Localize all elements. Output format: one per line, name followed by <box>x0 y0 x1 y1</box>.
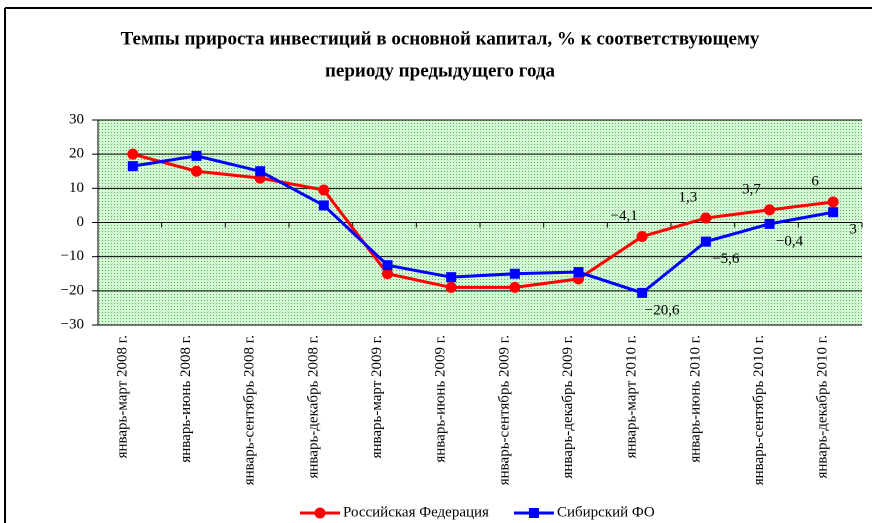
y-tick-label: 30 <box>69 111 84 127</box>
y-tick-label: −20 <box>61 282 84 298</box>
series-line <box>132 152 834 289</box>
y-tick-label: 20 <box>69 146 84 162</box>
data-label: 3 <box>849 222 857 238</box>
chart-title: Темпы прироста инвестиций в основной кап… <box>121 28 760 49</box>
x-tick-label: январь-март 2010 г. <box>624 335 640 458</box>
data-label: 6 <box>811 173 819 189</box>
data-label: −20,6 <box>645 302 680 318</box>
data-label: −4,1 <box>611 208 638 224</box>
marker <box>764 218 775 229</box>
x-tick-label: январь-декабрь 2010 г. <box>815 335 831 479</box>
marker <box>318 184 330 196</box>
chart-title: периоду предыдущего года <box>325 60 556 81</box>
marker <box>191 165 202 177</box>
legend-marker <box>314 507 326 519</box>
data-label: −0,4 <box>776 233 804 249</box>
legend-label: Сибирский ФО <box>557 504 655 520</box>
marker <box>827 196 839 208</box>
marker <box>509 268 520 279</box>
marker <box>700 236 711 247</box>
data-label: 3,7 <box>742 181 761 197</box>
x-tick-label: январь-июнь 2010 г. <box>687 335 703 463</box>
marker <box>637 287 648 298</box>
marker <box>509 281 521 293</box>
marker <box>255 166 266 177</box>
series-line <box>132 154 834 295</box>
y-tick-label: −10 <box>61 248 84 264</box>
y-tick-label: 10 <box>69 180 84 196</box>
legend-label: Российская Федерация <box>343 504 489 520</box>
data-label: −5,6 <box>712 251 740 267</box>
x-tick-label: январь-сентябрь 2010 г. <box>751 335 767 485</box>
marker <box>446 272 457 283</box>
marker <box>764 204 775 216</box>
x-tick-label: январь-декабрь 2009 г. <box>560 335 576 479</box>
marker <box>382 260 393 271</box>
x-tick-label: январь-июнь 2009 г. <box>433 335 449 463</box>
marker <box>127 161 138 172</box>
y-tick-label: −30 <box>61 316 84 332</box>
marker <box>828 207 839 218</box>
marker <box>127 148 139 160</box>
marker <box>382 268 393 280</box>
marker <box>573 267 584 278</box>
marker <box>636 231 648 243</box>
x-tick-label: январь-март 2009 г. <box>369 335 385 458</box>
marker <box>445 281 457 293</box>
data-label: 1,3 <box>678 189 697 205</box>
x-tick-label: январь-июнь 2008 г. <box>178 335 194 463</box>
y-tick-label: 0 <box>77 214 85 230</box>
x-tick-label: январь-март 2008 г. <box>114 335 130 458</box>
x-tick-label: январь-сентябрь 2008 г. <box>242 335 258 485</box>
marker <box>700 212 712 224</box>
marker <box>191 150 202 161</box>
marker <box>318 200 329 211</box>
x-tick-label: январь-сентябрь 2009 г. <box>496 335 512 485</box>
legend-marker <box>528 508 539 518</box>
x-tick-label: январь-декабрь 2008 г. <box>305 335 321 479</box>
